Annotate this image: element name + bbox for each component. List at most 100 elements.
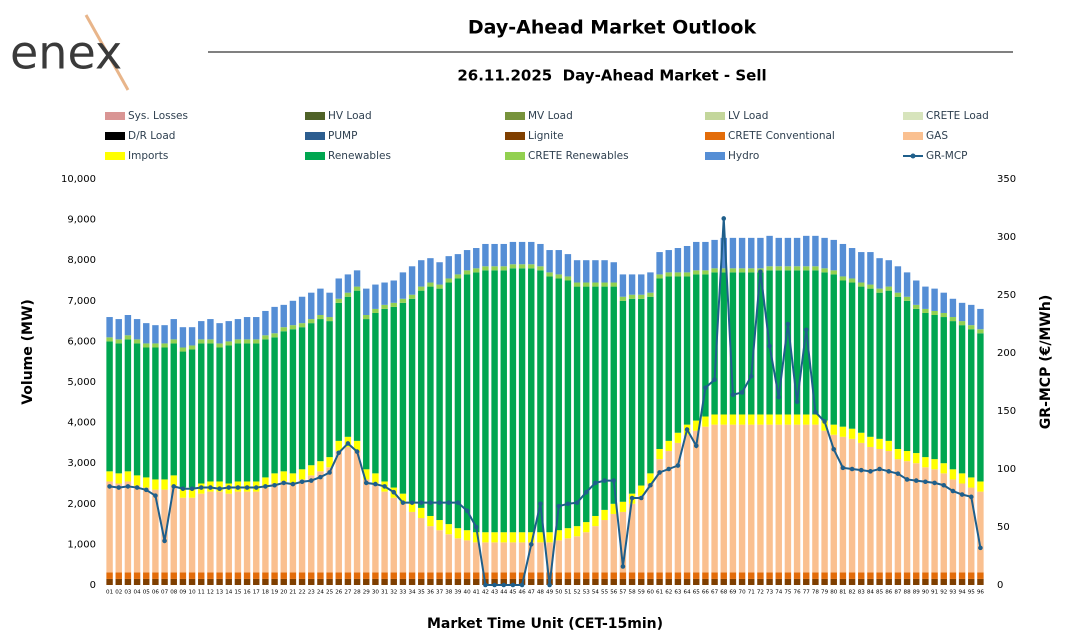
y2-tick-label: 150 xyxy=(997,406,1016,417)
bar-segment xyxy=(738,237,746,269)
bar-segment xyxy=(500,266,507,271)
bar-segment xyxy=(546,272,553,277)
y2-tick-label: 50 xyxy=(997,522,1010,533)
x-tick-label: 52 xyxy=(574,590,581,596)
bar-segment xyxy=(262,572,269,579)
x-tick-label: 49 xyxy=(546,590,554,596)
bar-segment xyxy=(317,288,324,316)
bar-segment xyxy=(326,292,333,318)
bar-segment xyxy=(573,578,581,585)
price-marker xyxy=(923,479,928,485)
price-marker xyxy=(134,485,140,490)
x-tick-label: 92 xyxy=(940,590,947,596)
bar-segment xyxy=(115,483,122,573)
bar-segment xyxy=(482,542,489,573)
bar-segment xyxy=(949,317,957,322)
bar-segment xyxy=(858,282,865,287)
bar-segment xyxy=(317,319,324,462)
legend-swatch xyxy=(505,112,525,120)
x-tick-label: 80 xyxy=(830,590,838,596)
bar-segment xyxy=(326,572,333,579)
bar-segment xyxy=(298,479,306,573)
y-tick-label: 8,000 xyxy=(67,255,96,266)
x-tick-label: 66 xyxy=(702,590,710,596)
x-tick-label: 18 xyxy=(262,590,270,596)
bar-segment xyxy=(977,572,984,579)
bar-segment xyxy=(693,274,700,421)
bar-segment xyxy=(958,483,966,573)
y-tick-label: 0 xyxy=(90,580,96,591)
bar-segment xyxy=(592,286,599,516)
bar-segment xyxy=(858,578,865,585)
chart-title: Day-Ahead Market Outlook xyxy=(468,17,757,39)
x-tick-label: 67 xyxy=(711,590,719,596)
bar-segment xyxy=(830,578,837,585)
bar-segment xyxy=(693,270,700,275)
x-tick-label: 38 xyxy=(445,590,453,596)
bar-segment xyxy=(628,298,636,494)
bar-segment xyxy=(317,578,324,585)
bar-segment xyxy=(390,306,397,488)
price-marker xyxy=(794,399,800,405)
x-tick-label: 63 xyxy=(674,590,682,596)
x-tick-label: 07 xyxy=(161,590,169,596)
x-tick-label: 59 xyxy=(638,590,646,596)
price-marker xyxy=(822,419,827,424)
bar-segment xyxy=(473,572,480,579)
bar-segment xyxy=(830,434,837,573)
bar-segment xyxy=(509,241,517,265)
bar-segment xyxy=(454,274,462,279)
bar-segment xyxy=(885,440,892,452)
bar-segment xyxy=(427,282,434,287)
bar-segment xyxy=(216,572,223,579)
y-tick-label: 2,000 xyxy=(67,499,96,510)
y-tick-label: 9,000 xyxy=(67,215,96,226)
bar-segment xyxy=(363,288,370,316)
bar-segment xyxy=(619,578,627,585)
bar-segment xyxy=(647,572,654,579)
bar-segment xyxy=(262,487,269,573)
bar-segment xyxy=(335,440,342,452)
bar-segment xyxy=(958,572,966,579)
bar-segment xyxy=(940,473,947,573)
bar-segment xyxy=(463,540,471,573)
price-marker xyxy=(858,467,864,473)
bar-segment xyxy=(427,572,434,579)
price-marker xyxy=(235,485,241,490)
bar-segment xyxy=(748,578,755,585)
bar-segment xyxy=(326,317,333,322)
bar-segment xyxy=(573,572,581,579)
bar-segment xyxy=(894,459,902,573)
price-marker xyxy=(519,582,525,588)
bar-segment xyxy=(894,572,902,579)
bar-segment xyxy=(399,578,407,585)
bar-segment xyxy=(408,501,416,512)
bar-segment xyxy=(170,485,177,573)
price-marker xyxy=(354,449,360,454)
bar-segment xyxy=(711,572,718,579)
bar-segment xyxy=(152,347,159,480)
bar-segment xyxy=(133,572,141,579)
bar-segment xyxy=(143,487,150,573)
bar-segment xyxy=(445,572,452,579)
bar-segment xyxy=(271,333,278,338)
bar-segment xyxy=(784,578,792,585)
bar-segment xyxy=(839,280,847,427)
bar-segment xyxy=(427,578,434,585)
bar-segment xyxy=(546,572,553,579)
bar-segment xyxy=(198,572,205,579)
bar-segment xyxy=(115,343,122,474)
bar-segment xyxy=(152,572,159,579)
bar-segment xyxy=(748,272,755,415)
bar-segment xyxy=(638,572,645,579)
price-marker xyxy=(382,484,387,489)
bar-segment xyxy=(610,282,617,287)
x-tick-label: 01 xyxy=(106,590,114,596)
bar-segment xyxy=(757,572,764,579)
bar-segment xyxy=(812,414,819,425)
bar-segment xyxy=(518,264,526,269)
bar-segment xyxy=(243,572,251,579)
bar-segment xyxy=(693,572,700,579)
x-tick-label: 84 xyxy=(867,590,875,596)
